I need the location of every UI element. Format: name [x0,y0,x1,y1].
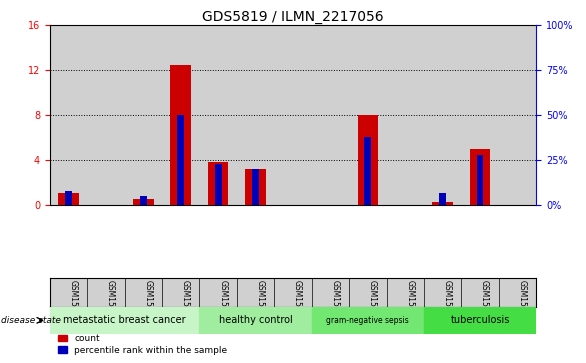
Bar [274,25,312,205]
Bar [58,193,79,205]
Bar [387,278,424,307]
Bar [50,278,87,307]
Bar [312,307,424,334]
Bar [274,278,312,307]
Bar [470,149,490,205]
Text: metastatic breast cancer: metastatic breast cancer [63,315,186,325]
Bar [237,278,274,307]
Bar [133,200,154,205]
Bar [432,202,453,205]
Text: GSM1599181: GSM1599181 [218,280,227,331]
Bar [357,115,378,205]
Bar [312,278,349,307]
Bar [171,65,191,205]
Bar [215,164,222,205]
Bar [349,25,387,205]
Text: GSM1599189: GSM1599189 [517,280,526,331]
Bar [50,25,87,205]
Text: GSM1599180: GSM1599180 [180,280,190,331]
Bar [125,25,162,205]
Text: GSM1599188: GSM1599188 [480,280,489,331]
Bar [246,169,266,205]
Bar [125,278,162,307]
Text: healthy control: healthy control [219,315,292,325]
Bar [461,278,499,307]
Bar [199,25,237,205]
Text: disease state: disease state [1,316,61,325]
Bar [440,192,446,205]
Text: GSM1599179: GSM1599179 [144,280,152,331]
Bar [65,191,72,205]
Bar [162,25,199,205]
Bar [140,196,146,205]
Bar [252,169,259,205]
Bar [424,307,536,334]
Bar [461,25,499,205]
Title: GDS5819 / ILMN_2217056: GDS5819 / ILMN_2217056 [202,11,384,24]
Bar [364,136,371,205]
Text: GSM1599183: GSM1599183 [293,280,302,331]
Bar [237,25,274,205]
Bar [387,25,424,205]
Text: GSM1599178: GSM1599178 [106,280,115,331]
Text: tuberculosis: tuberculosis [451,315,510,325]
Text: GSM1599186: GSM1599186 [406,280,414,331]
Text: GSM1599182: GSM1599182 [255,280,265,331]
Bar [424,278,461,307]
Bar [199,307,312,334]
Bar [87,278,125,307]
Bar [476,155,483,205]
Bar [208,162,229,205]
Bar [162,278,199,307]
Bar [499,278,536,307]
Bar [178,115,184,205]
Text: GSM1599177: GSM1599177 [69,280,77,331]
Bar [424,25,461,205]
Bar [312,25,349,205]
Legend: count, percentile rank within the sample: count, percentile rank within the sample [54,331,231,359]
Text: gram-negative sepsis: gram-negative sepsis [326,316,409,325]
Bar [349,278,387,307]
Text: GSM1599184: GSM1599184 [331,280,339,331]
Text: GSM1599187: GSM1599187 [442,280,452,331]
Text: GSM1599185: GSM1599185 [368,280,377,331]
Bar [199,278,237,307]
Bar [499,25,536,205]
Bar [87,25,125,205]
Bar [50,307,199,334]
